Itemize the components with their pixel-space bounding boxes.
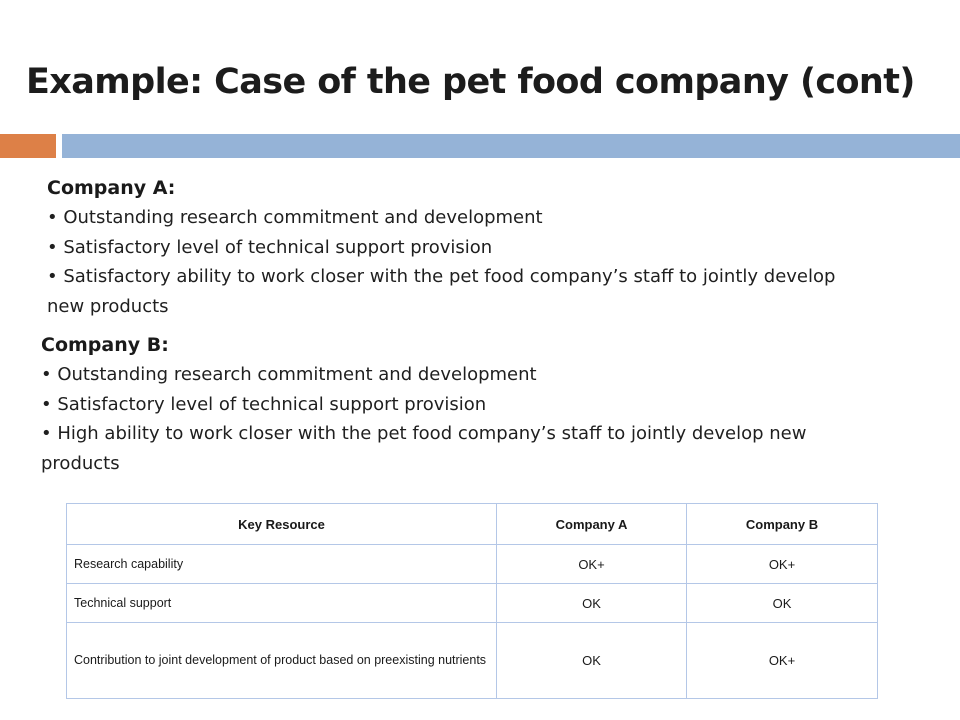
- company-a-cell: OK: [496, 583, 687, 623]
- table-row: Technical support OK OK: [66, 583, 878, 623]
- company-a-point: Satisfactory ability to work closer with…: [47, 262, 877, 321]
- table-row: Contribution to joint development of pro…: [66, 622, 878, 699]
- title-accent-bar-blue: [62, 134, 960, 158]
- header-company-a: Company A: [496, 503, 687, 545]
- company-a-cell: OK+: [496, 544, 687, 584]
- key-resource-table: Key Resource Company A Company B Researc…: [66, 503, 878, 699]
- header-key-resource: Key Resource: [66, 503, 497, 545]
- company-a-heading: Company A:: [47, 177, 176, 199]
- company-b-heading: Company B:: [41, 334, 169, 356]
- company-b-point: High ability to work closer with the pet…: [41, 419, 871, 478]
- company-b-point: Satisfactory level of technical support …: [41, 390, 871, 420]
- company-b-cell: OK: [686, 583, 878, 623]
- resource-cell: Contribution to joint development of pro…: [66, 622, 497, 699]
- resource-cell: Technical support: [66, 583, 497, 623]
- header-company-b: Company B: [686, 503, 878, 545]
- company-a-section: Company A: Outstanding research commitme…: [47, 173, 877, 321]
- company-b-point: Outstanding research commitment and deve…: [41, 360, 871, 390]
- company-a-cell: OK: [496, 622, 687, 699]
- resource-cell: Research capability: [66, 544, 497, 584]
- company-b-cell: OK+: [686, 622, 878, 699]
- company-a-point: Satisfactory level of technical support …: [47, 233, 877, 263]
- table-row: Research capability OK+ OK+: [66, 544, 878, 584]
- company-b-cell: OK+: [686, 544, 878, 584]
- title-accent-bar-orange: [0, 134, 56, 158]
- slide-title: Example: Case of the pet food company (c…: [26, 62, 915, 102]
- company-a-point: Outstanding research commitment and deve…: [47, 203, 877, 233]
- table-header-row: Key Resource Company A Company B: [66, 503, 878, 545]
- company-b-section: Company B: Outstanding research commitme…: [41, 330, 871, 478]
